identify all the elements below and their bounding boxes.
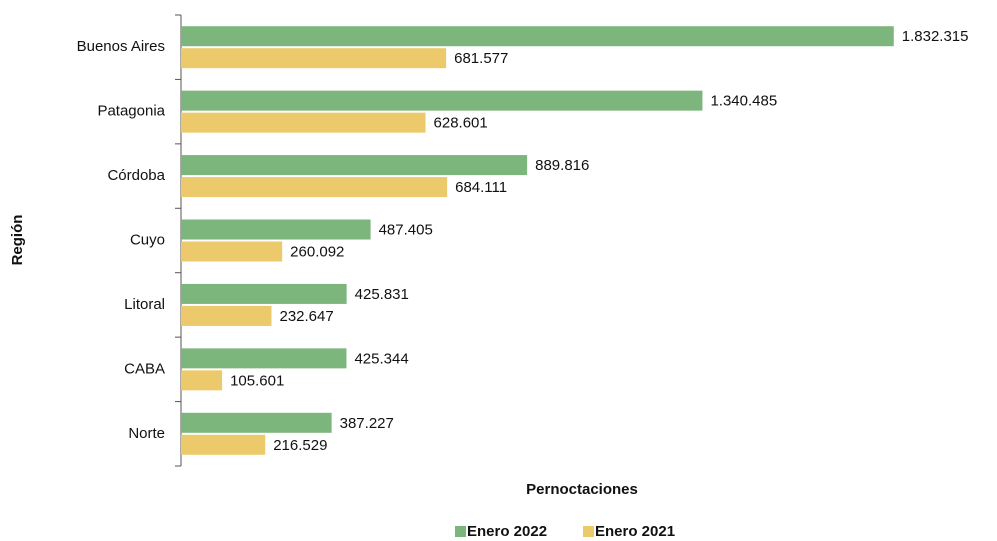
value-label: 1.832.315 (902, 28, 969, 45)
y-tick-label: Patagonia (97, 103, 165, 120)
value-label: 260.092 (290, 243, 344, 260)
value-label: 681.577 (454, 50, 508, 67)
value-label: 105.601 (230, 372, 284, 389)
legend-swatch (583, 526, 594, 537)
y-tick-label: Litoral (124, 296, 165, 313)
bar (181, 412, 332, 433)
value-label: 216.529 (273, 437, 327, 454)
bar (181, 348, 347, 369)
value-label: 425.831 (355, 286, 409, 303)
value-label: 232.647 (279, 308, 333, 325)
value-label: 1.340.485 (710, 93, 777, 110)
value-label: 387.227 (340, 415, 394, 432)
bar (181, 219, 371, 240)
value-label: 628.601 (434, 115, 488, 132)
value-label: 487.405 (379, 221, 433, 238)
bar (181, 283, 347, 304)
bar (181, 48, 447, 69)
bar (181, 241, 283, 262)
legend-label: Enero 2021 (595, 523, 675, 540)
y-tick-label: Norte (128, 425, 165, 442)
bar (181, 305, 272, 326)
legend-swatch (455, 526, 466, 537)
y-tick-label: Buenos Aires (77, 38, 165, 55)
y-tick-label: Córdoba (107, 167, 165, 184)
value-label: 425.344 (354, 350, 408, 367)
bar (181, 434, 266, 455)
value-label: 684.111 (455, 179, 507, 196)
legend-label: Enero 2022 (467, 523, 547, 540)
bar (181, 112, 426, 133)
x-axis-title: Pernoctaciones (526, 481, 638, 498)
bar (181, 90, 703, 111)
y-tick-label: Cuyo (130, 231, 165, 248)
bar (181, 370, 223, 391)
bar (181, 155, 528, 176)
value-label: 889.816 (535, 157, 589, 174)
y-tick-label: CABA (124, 360, 165, 377)
y-axis-title: Región (9, 215, 26, 266)
bar (181, 177, 448, 198)
bar (181, 26, 894, 47)
